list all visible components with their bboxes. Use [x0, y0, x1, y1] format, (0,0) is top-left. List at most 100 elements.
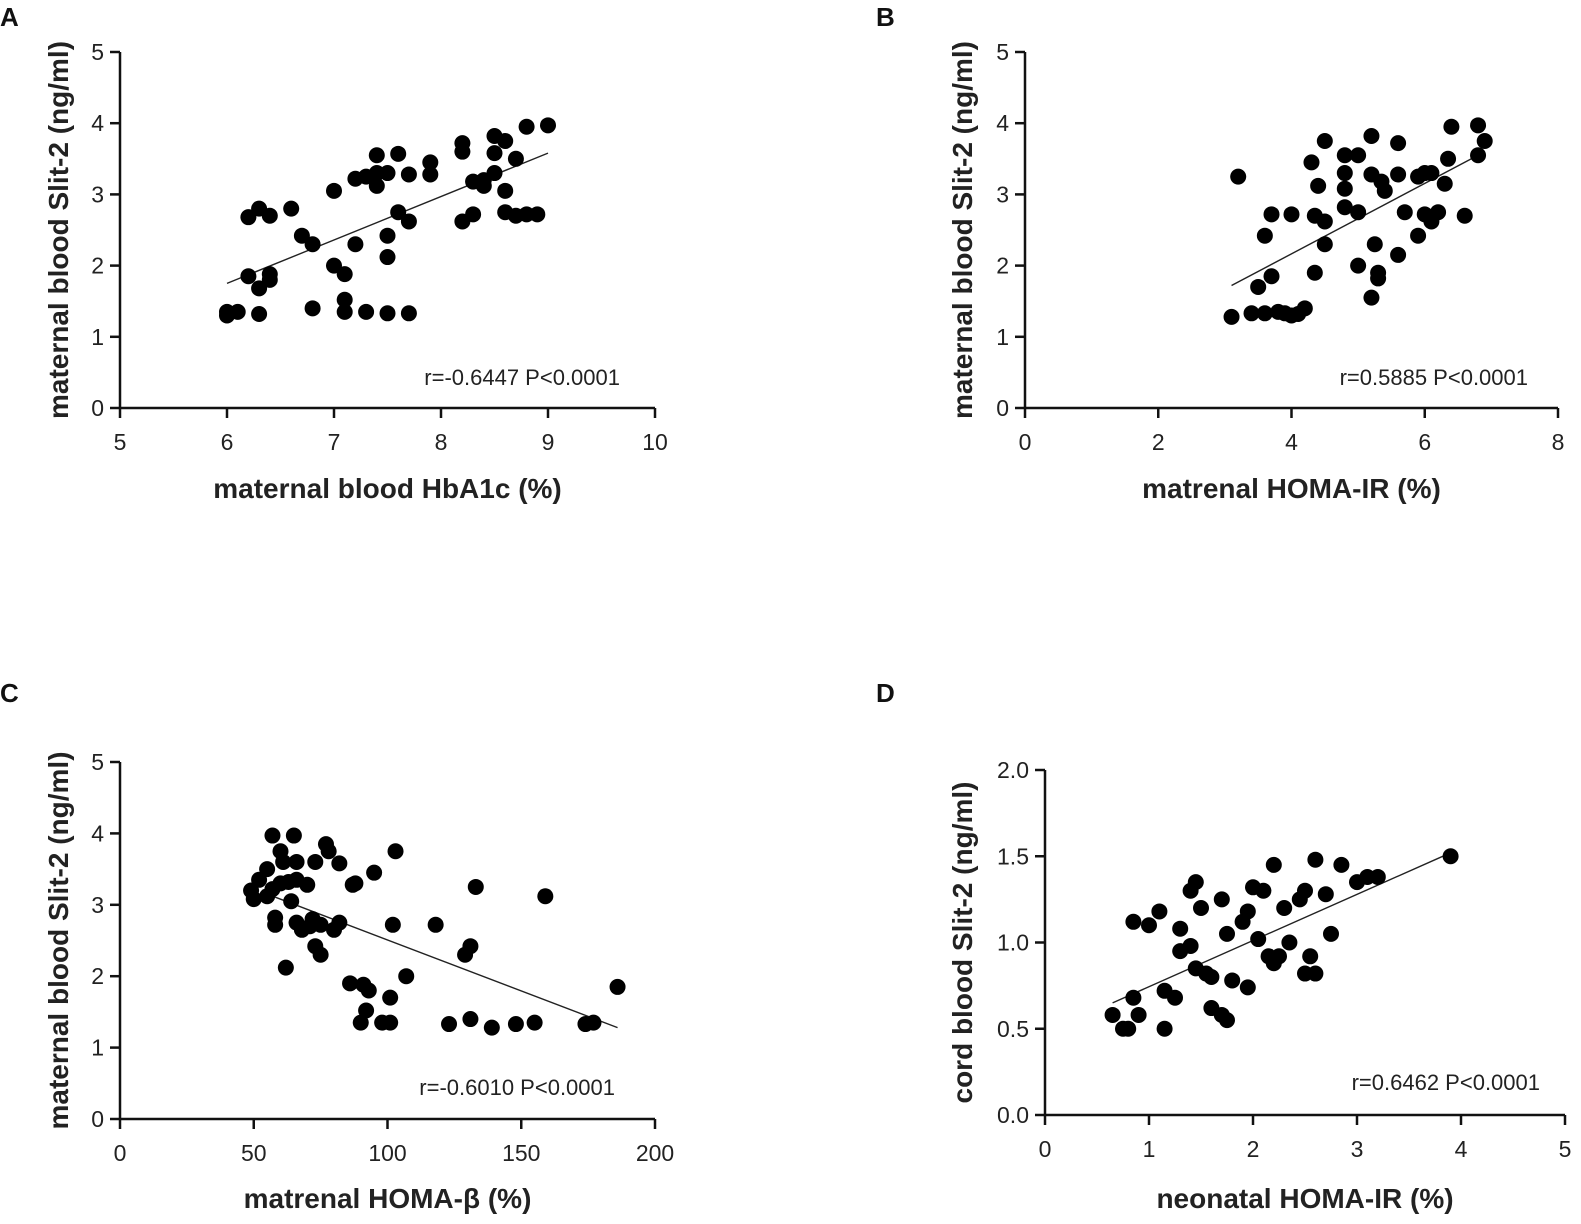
y-tick-label: 0	[996, 395, 1009, 421]
data-point	[379, 165, 396, 182]
data-point	[1390, 166, 1407, 183]
y-tick-label: 4	[996, 110, 1009, 136]
data-point	[261, 207, 278, 224]
data-point	[1255, 882, 1272, 899]
data-point	[1440, 150, 1457, 167]
data-point	[1317, 886, 1334, 903]
data-point	[540, 117, 556, 134]
y-tick-label: 3	[91, 892, 104, 918]
data-point	[1430, 204, 1447, 221]
data-point	[1276, 900, 1293, 916]
data-point	[283, 893, 300, 910]
y-tick-label: 3	[996, 181, 1009, 207]
data-point	[1310, 177, 1327, 194]
data-point	[1104, 1006, 1121, 1023]
data-point	[366, 864, 383, 881]
data-point	[304, 236, 321, 253]
panel-letter: B	[876, 2, 895, 32]
data-point	[1296, 300, 1313, 317]
data-point	[1223, 308, 1240, 325]
data-point	[285, 827, 302, 844]
data-point	[486, 145, 503, 162]
panel-d: D 0 1 2 3 4 5 0.0 0.5 1.0 1.5 2.0 neonatal HOMA-IR (…	[876, 678, 1571, 1214]
panel-letter: D	[876, 678, 895, 708]
correlation-annotation: r=0.6462 P<0.0001	[1352, 1070, 1540, 1095]
data-point	[384, 916, 401, 933]
data-point	[1366, 236, 1383, 253]
data-point	[1250, 278, 1267, 295]
data-point	[537, 888, 554, 905]
data-point	[251, 280, 268, 297]
data-point	[1363, 289, 1380, 306]
data-point	[1239, 903, 1256, 920]
data-point	[288, 853, 305, 870]
data-point	[229, 303, 246, 320]
data-point	[264, 827, 281, 844]
y-tick-label: 2	[91, 963, 104, 989]
y-tick-label: 1	[996, 324, 1009, 350]
data-point	[360, 982, 377, 999]
data-point	[1172, 920, 1189, 937]
data-point	[1336, 147, 1353, 164]
data-point	[1125, 913, 1142, 930]
data-point	[312, 946, 329, 963]
data-point	[1396, 204, 1413, 221]
data-point	[1224, 972, 1241, 989]
regression-line	[266, 893, 618, 1029]
data-point	[358, 303, 375, 320]
data-point	[379, 249, 396, 266]
y-axis-label: maternal blood Slit-2 (ng/ml)	[43, 751, 74, 1129]
data-point	[245, 891, 262, 908]
x-tick-label: 1	[1143, 1136, 1156, 1162]
data-point	[486, 165, 503, 182]
x-tick-label: 200	[636, 1140, 674, 1166]
data-point	[1336, 180, 1353, 197]
y-tick-label: 4	[91, 820, 104, 846]
data-point	[475, 177, 492, 194]
y-tick-label: 2	[996, 253, 1009, 279]
data-point	[390, 204, 407, 221]
data-point	[462, 938, 479, 955]
data-point	[507, 1016, 524, 1033]
data-point	[1316, 213, 1333, 230]
data-point	[1336, 165, 1353, 182]
x-axis-label: maternal blood HbA1c (%)	[213, 473, 561, 504]
data-point	[1156, 1020, 1173, 1037]
data-point	[465, 206, 482, 223]
data-point	[1336, 199, 1353, 216]
data-point	[518, 118, 535, 135]
y-axis-label: cord blood Slit-2 (ng/ml)	[947, 782, 978, 1104]
x-tick-label: 0	[1019, 429, 1032, 455]
data-point	[1423, 165, 1440, 182]
data-point	[1370, 270, 1387, 287]
data-point	[320, 843, 337, 860]
data-point	[1470, 117, 1487, 134]
x-tick-label: 0	[1039, 1136, 1052, 1162]
data-point	[368, 147, 385, 164]
data-point	[1265, 856, 1282, 873]
x-tick-label: 100	[368, 1140, 406, 1166]
data-point	[1350, 204, 1367, 221]
data-point	[1350, 257, 1367, 274]
data-point	[307, 853, 324, 870]
data-point	[387, 843, 404, 860]
data-point	[1219, 925, 1235, 942]
data-point	[336, 291, 353, 308]
data-point	[352, 1014, 369, 1031]
data-point	[1306, 264, 1323, 281]
data-point	[379, 305, 396, 322]
data-point	[304, 300, 321, 317]
x-tick-label: 7	[328, 429, 341, 455]
y-tick-label: 5	[996, 39, 1009, 65]
x-tick-label: 3	[1351, 1136, 1364, 1162]
data-point	[1376, 182, 1393, 199]
data-point	[1151, 903, 1168, 920]
data-point	[1263, 206, 1280, 223]
panel-c: C 0 50 100 150 200 0 1 2 3 4 5 matrenal HOMA-β (%) ma…	[0, 678, 674, 1214]
data-point	[1256, 227, 1273, 244]
data-point	[1125, 989, 1142, 1006]
x-tick-label: 4	[1285, 429, 1298, 455]
data-point	[1263, 268, 1280, 285]
data-point	[529, 206, 546, 223]
data-point	[400, 305, 417, 322]
